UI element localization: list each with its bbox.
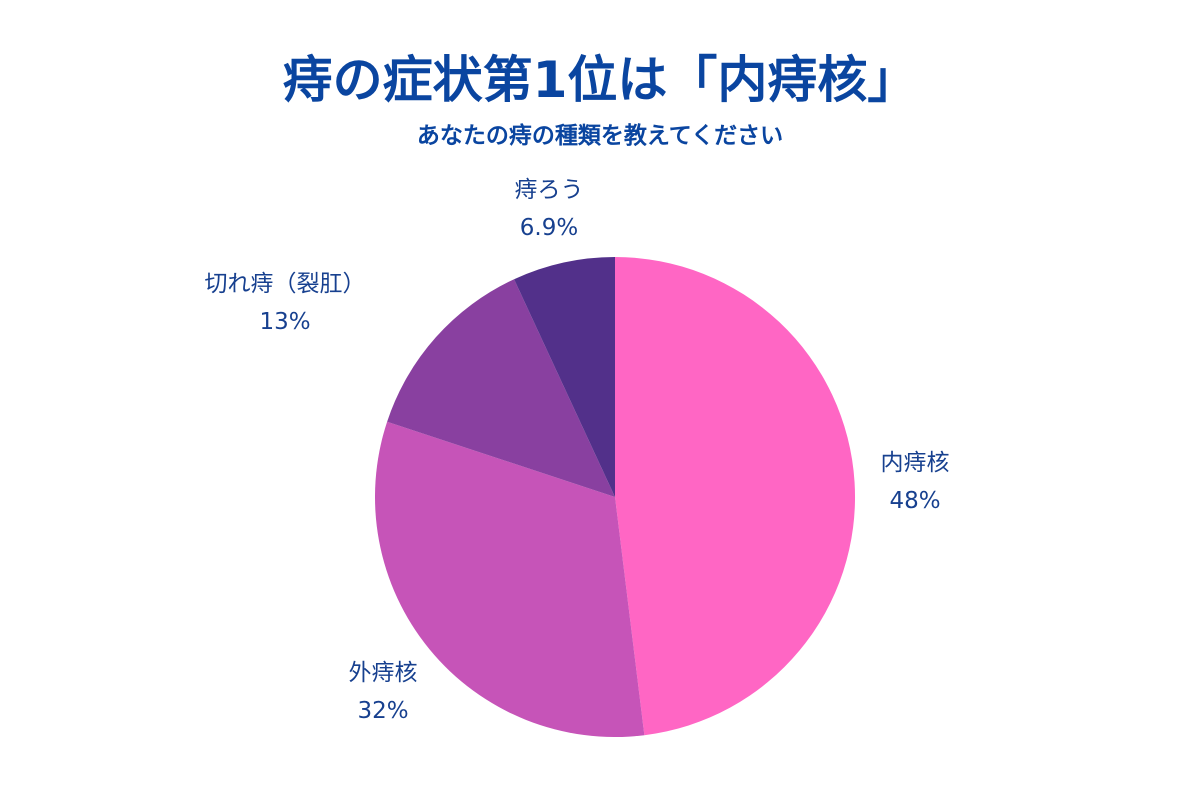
slice-kireji	[387, 279, 615, 497]
pie-slices	[374, 257, 856, 738]
label-jirou-name: 痔ろう	[515, 177, 584, 203]
label-gaijikaku-name: 外痔核	[349, 660, 418, 686]
label-gaijikaku-value: 32%	[357, 698, 408, 724]
slice-jirou	[514, 257, 615, 497]
chart-title: 痔の症状第1位は「内痔核」	[282, 51, 918, 109]
label-jirou-value: 6.9%	[520, 215, 578, 241]
label-kireji-value: 13%	[259, 309, 310, 335]
label-kireji-name: 切れ痔（裂肛）	[205, 271, 366, 297]
label-naijikaku-value: 48%	[889, 488, 940, 514]
slice-gaijikaku	[374, 421, 645, 738]
pie-labels: 内痔核 48% 外痔核 32% 切れ痔（裂肛） 13% 痔ろう 6.9%	[205, 177, 950, 724]
chart-subtitle: あなたの痔の種類を教えてください	[416, 123, 784, 149]
slice-naijikaku	[615, 257, 856, 736]
label-naijikaku-name: 内痔核	[881, 450, 950, 476]
